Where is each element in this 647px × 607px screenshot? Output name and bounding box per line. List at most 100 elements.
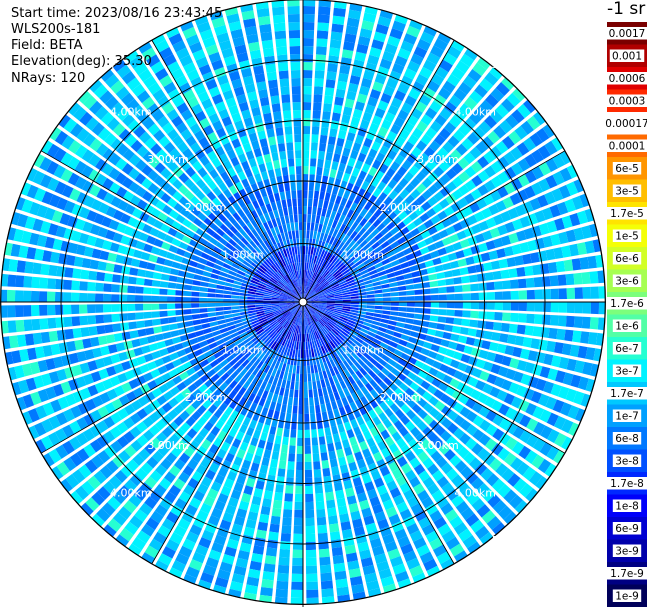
ray-gate (208, 283, 217, 289)
ray-gate (274, 596, 288, 604)
ray-gate (183, 377, 193, 387)
ray-gate (267, 408, 274, 418)
ray-gate (466, 492, 480, 506)
ray-gate (516, 324, 526, 335)
ray-gate (238, 386, 247, 396)
ray-gate (339, 332, 347, 339)
ray-gate (283, 329, 289, 338)
ray-gate (143, 353, 154, 363)
ray-gate (188, 260, 198, 268)
ray-gate (409, 565, 424, 578)
ray-gate (271, 306, 280, 309)
ray-gate (346, 347, 354, 355)
ray-gate (373, 313, 382, 318)
ray-gate (246, 222, 255, 231)
ray-gate (333, 366, 340, 375)
ray-gate (159, 46, 173, 60)
ray-gate (171, 238, 182, 247)
ray-gate (254, 326, 263, 333)
ray-gate (279, 305, 288, 309)
ray-gate (91, 491, 105, 506)
ray-gate (400, 444, 412, 456)
ray-gate (236, 508, 248, 519)
ray-gate (260, 320, 269, 326)
ray-gate (141, 164, 153, 177)
ray-gate (270, 236, 277, 245)
ray-gate (477, 448, 490, 461)
ray-gate (83, 246, 94, 258)
ray-gate (160, 273, 170, 281)
ray-gate (484, 396, 496, 408)
ray-gate (374, 309, 383, 314)
ray-gate (143, 75, 157, 89)
ray-gate (14, 365, 25, 379)
ray-gate (48, 415, 61, 430)
ray-gate (292, 549, 303, 559)
ray-gate (430, 344, 440, 353)
ray-gate (295, 477, 303, 486)
ray-gate (262, 250, 270, 259)
ray-gate (95, 282, 104, 292)
ray-gate (146, 54, 161, 68)
ray-gate (93, 84, 108, 99)
ray-gate (71, 292, 80, 302)
ray-gate (332, 554, 345, 565)
ray-gate (477, 392, 489, 404)
ray-gate (148, 195, 160, 207)
ray-gate (458, 335, 468, 344)
ray-gate (242, 416, 251, 427)
ray-gate (194, 148, 206, 160)
ray-gate (50, 399, 62, 413)
ray-gate (152, 450, 164, 463)
ray-gate (409, 530, 423, 542)
ray-gate (329, 319, 337, 326)
ray-gate (419, 551, 434, 564)
ray-gate (284, 286, 291, 292)
ray-gate (96, 188, 108, 201)
ray-gate (353, 324, 362, 331)
ray-gate (274, 313, 283, 318)
ray-gate (173, 404, 185, 415)
ray-gate (394, 387, 405, 398)
ray-gate (410, 502, 423, 515)
ray-gate (361, 324, 371, 331)
ray-gate (311, 349, 315, 358)
ray-gate (441, 405, 452, 417)
ray-gate (74, 160, 87, 174)
ray-gate (69, 452, 83, 467)
ray-gate (310, 324, 315, 333)
ray-gate (503, 452, 517, 466)
ray-gate (176, 122, 188, 134)
ray-gate (135, 159, 147, 172)
ray-gate (415, 432, 427, 444)
ray-gate (198, 257, 208, 265)
ray-gate (303, 373, 308, 382)
ray-gate (88, 326, 98, 336)
ray-gate (175, 552, 190, 566)
ray-gate (327, 322, 335, 329)
ray-gate (109, 242, 120, 253)
ray-gate (319, 564, 332, 574)
ray-gate (244, 234, 252, 243)
ray-gate (295, 373, 300, 382)
ray-gate (236, 325, 245, 332)
ray-gate (234, 163, 243, 174)
ray-gate (261, 579, 274, 589)
ray-gate (166, 173, 178, 185)
ray-gate (275, 484, 284, 493)
ray-gate (139, 502, 153, 516)
ray-gate (259, 318, 268, 324)
ray-gate (242, 319, 251, 325)
ray-gate (364, 481, 375, 492)
ray-gate (530, 390, 542, 404)
ray-gate (214, 377, 224, 387)
ray-gate (252, 249, 260, 257)
ray-gate (124, 404, 136, 416)
ray-gate (438, 309, 447, 316)
ray-gate (353, 526, 366, 537)
ray-gate (118, 485, 132, 499)
ray-gate (593, 348, 602, 362)
ray-gate (255, 292, 264, 296)
ray-gate (394, 528, 408, 540)
ray-gate (358, 331, 368, 338)
